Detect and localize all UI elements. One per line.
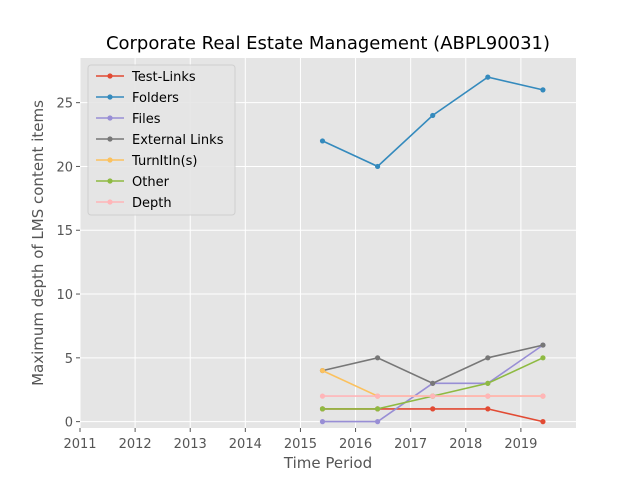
series-lines: [319, 74, 546, 425]
x-tick-label: 2014: [229, 437, 262, 452]
y-tick-label: 10: [56, 288, 73, 303]
data-point-external-links: [375, 355, 381, 361]
data-point-other: [319, 406, 326, 412]
y-tick-label: 0: [65, 416, 73, 431]
legend-marker-test-links: [107, 73, 113, 79]
legend-label-external-links: External Links: [132, 133, 224, 148]
y-tick-label: 20: [56, 160, 73, 175]
legend-label-turnitin-s: TurnItIn(s): [131, 154, 197, 169]
data-point-depth: [540, 393, 546, 399]
data-point-external-links: [485, 355, 491, 361]
y-axis-label: Maximum depth of LMS content items: [29, 100, 47, 386]
data-point-folders: [375, 163, 381, 170]
data-point-depth: [430, 393, 436, 399]
x-tick-label: 2012: [119, 437, 152, 452]
data-point-depth: [375, 393, 381, 399]
legend-marker-other: [107, 178, 113, 184]
data-point-depth: [319, 393, 326, 399]
data-point-other: [375, 406, 381, 412]
data-point-other: [485, 380, 491, 386]
legend-label-folders: Folders: [132, 91, 179, 106]
legend-marker-files: [107, 115, 113, 121]
axis-ticks: 2011 2012 2013 2014 2015 2016 2017 2018 20190510…: [56, 97, 537, 452]
data-point-turnitin-s: [319, 367, 326, 374]
data-point-folders: [430, 112, 436, 119]
data-point-depth: [485, 393, 491, 399]
legend-marker-folders: [107, 94, 113, 100]
x-tick-label: 2015: [284, 437, 317, 452]
x-tick-label: 2016: [339, 437, 372, 452]
x-tick-label: 2011: [63, 437, 96, 452]
data-point-test-links: [485, 406, 491, 412]
legend-box: [87, 64, 236, 216]
x-axis-label: Time Period: [283, 454, 372, 472]
y-tick-label: 5: [65, 352, 73, 367]
x-tick-label: 2017: [394, 437, 427, 452]
x-tick-label: 2019: [504, 437, 537, 452]
data-point-other: [540, 355, 546, 361]
data-point-external-links: [540, 342, 546, 348]
legend-label-files: Files: [132, 112, 161, 127]
data-point-test-links: [430, 406, 436, 412]
legend-label-other: Other: [132, 175, 170, 190]
x-tick-label: 2018: [449, 437, 482, 452]
y-tick-label: 25: [56, 97, 73, 112]
legend-label-depth: Depth: [132, 196, 172, 211]
data-point-files: [319, 419, 326, 425]
data-point-folders: [540, 87, 546, 93]
chart-title: Corporate Real Estate Management (ABPL90…: [106, 33, 550, 54]
data-point-test-links: [540, 419, 546, 425]
legend-marker-depth: [107, 199, 113, 205]
legend: Test-Links Folders Files External Links Turn…: [87, 64, 236, 216]
data-point-external-links: [430, 380, 436, 386]
legend-marker-external-links: [107, 136, 113, 142]
legend-marker-turnitin-s: [107, 157, 113, 163]
legend-label-test-links: Test-Links: [131, 70, 196, 85]
x-tick-label: 2013: [174, 437, 207, 452]
data-point-files: [375, 419, 381, 425]
data-point-folders: [319, 138, 326, 144]
y-tick-label: 15: [56, 224, 73, 239]
data-point-folders: [485, 74, 491, 80]
